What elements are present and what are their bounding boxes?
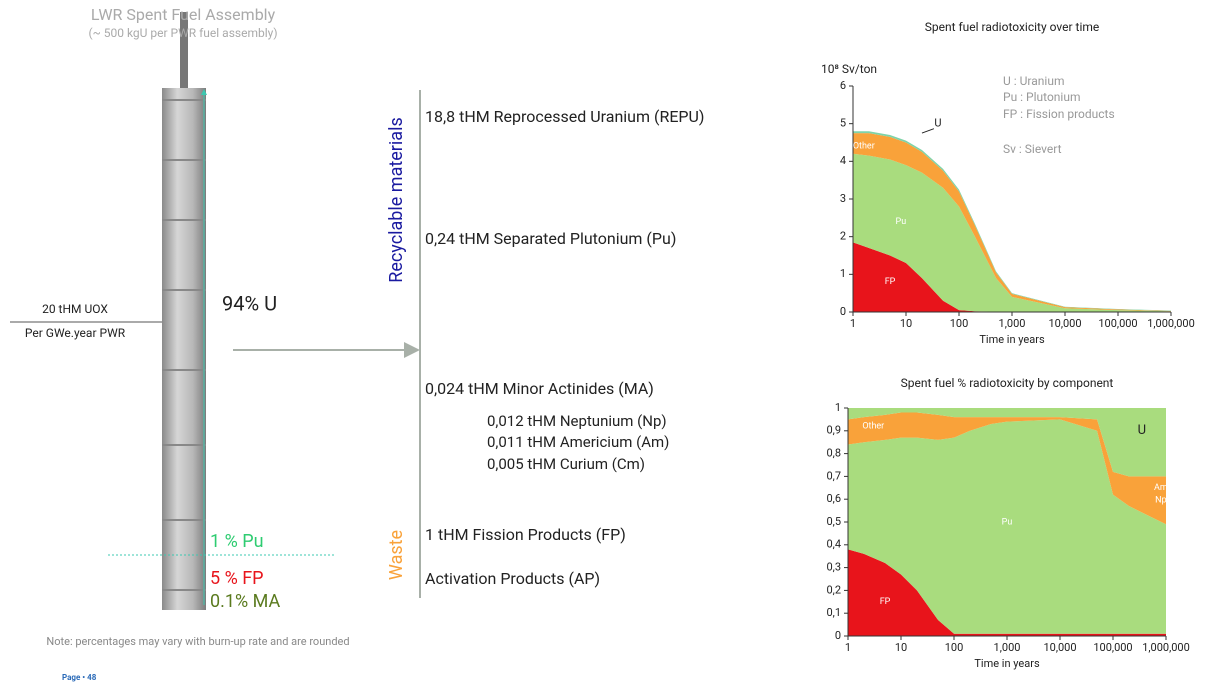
fuel-assembly: [10, 12, 335, 610]
material-item: Activation Products (AP): [425, 569, 600, 588]
legend-note: Sv : Sievert: [1003, 142, 1062, 156]
chart-title: Spent fuel % radiotoxicity by component: [901, 376, 1114, 390]
area-label: FP: [880, 597, 891, 607]
x-tick-label: 10,000: [1043, 641, 1076, 654]
annotation: Np: [1155, 496, 1166, 506]
material-item: 0,24 tHM Separated Plutonium (Pu): [425, 229, 676, 248]
input-label: 20 tHM UOX: [42, 302, 108, 316]
material-subitem: 0,011 tHM Americium (Am): [487, 433, 669, 451]
material-item: 1 tHM Fission Products (FP): [425, 525, 626, 544]
x-tick-label: 100,000: [1098, 317, 1137, 330]
y-tick-label: 0,9: [826, 424, 841, 437]
area-label: Pu: [1002, 517, 1013, 527]
chart-title: Spent fuel radiotoxicity over time: [925, 20, 1100, 34]
x-axis-label: Time in years: [979, 333, 1045, 346]
y-tick-label: 4: [840, 154, 846, 167]
y-tick-label: 0: [840, 305, 846, 318]
assembly-title: LWR Spent Fuel Assembly: [91, 5, 276, 24]
y-tick-label: 0,6: [826, 492, 841, 505]
x-tick-label: 1,000,000: [1147, 317, 1195, 330]
material-item: 18,8 tHM Reprocessed Uranium (REPU): [425, 107, 704, 126]
x-tick-label: 1,000: [994, 641, 1021, 654]
material-item: 0,024 tHM Minor Actinides (MA): [425, 379, 654, 398]
x-tick-label: 100: [950, 317, 969, 330]
x-tick-label: 10: [900, 317, 912, 330]
input-label: Per GWe.year PWR: [25, 326, 126, 340]
pu-share: 1 % Pu: [210, 531, 264, 552]
x-tick-label: 10,000: [1048, 317, 1081, 330]
area-label: Other: [853, 142, 875, 152]
material-subitem: 0,005 tHM Curium (Cm): [487, 455, 645, 473]
ma-share: 0.1% MA: [210, 591, 281, 612]
annotation: Am: [1154, 483, 1168, 493]
recyclable-label: Recyclable materials: [386, 117, 407, 283]
spacer-grids: [162, 99, 206, 591]
y-tick-label: 0,2: [826, 583, 841, 596]
area: [848, 419, 1166, 634]
assembly-subtitle: (~ 500 kgU per PWR fuel assembly): [88, 26, 277, 40]
x-tick-label: 1: [845, 641, 851, 654]
top-nozzle: [180, 12, 188, 88]
leader-line: [921, 128, 935, 134]
y-tick-label: 2: [840, 230, 846, 243]
x-tick-label: 1,000,000: [1142, 641, 1190, 654]
y-tick-label: 0,4: [826, 538, 841, 551]
x-tick-label: 1,000: [999, 317, 1026, 330]
y-tick-label: 3: [840, 192, 846, 205]
legend-note: FP : Fission products: [1003, 107, 1115, 121]
x-tick-label: 1: [850, 317, 856, 330]
y-tick-label: 0: [835, 629, 841, 642]
y-tick-label: 5: [840, 117, 846, 130]
x-tick-label: 10: [895, 641, 907, 654]
y-tick-label: 1: [840, 267, 846, 280]
waste-label: Waste: [386, 530, 407, 580]
area: [853, 133, 1171, 312]
y-axis-label: 10⁸ Sv/ton: [821, 62, 877, 76]
material-subitem: 0,012 tHM Neptunium (Np): [487, 412, 667, 430]
area: [848, 412, 1166, 525]
area: [853, 153, 1171, 312]
y-tick-label: 1: [835, 401, 841, 414]
fp-share: 5 % FP: [210, 568, 264, 589]
y-tick-label: 0,8: [826, 447, 841, 460]
y-tick-label: 0,3: [826, 561, 841, 574]
area-label: Other: [862, 422, 884, 432]
area: [848, 549, 1166, 636]
area-label: Pu: [896, 217, 907, 227]
y-tick-label: 0,7: [826, 469, 841, 482]
area-label: U: [934, 117, 941, 130]
assembly-body: [162, 88, 206, 610]
area-label: U: [1138, 423, 1146, 438]
page-number: Page • 48: [62, 673, 97, 682]
y-tick-label: 0,1: [826, 606, 841, 619]
legend-note: U : Uranium: [1003, 74, 1064, 88]
x-tick-label: 100: [945, 641, 964, 654]
u-share: 94% U: [222, 291, 277, 315]
legend-note: Pu : Plutonium: [1003, 90, 1080, 104]
x-tick-label: 100,000: [1093, 641, 1132, 654]
area: [848, 408, 1166, 477]
area-label: FP: [885, 277, 896, 287]
x-axis-label: Time in years: [974, 657, 1040, 670]
area: [853, 242, 1171, 312]
y-tick-label: 6: [840, 79, 846, 92]
y-tick-label: 0,5: [826, 515, 841, 528]
note: Note: percentages may vary with burn-up …: [46, 635, 349, 648]
